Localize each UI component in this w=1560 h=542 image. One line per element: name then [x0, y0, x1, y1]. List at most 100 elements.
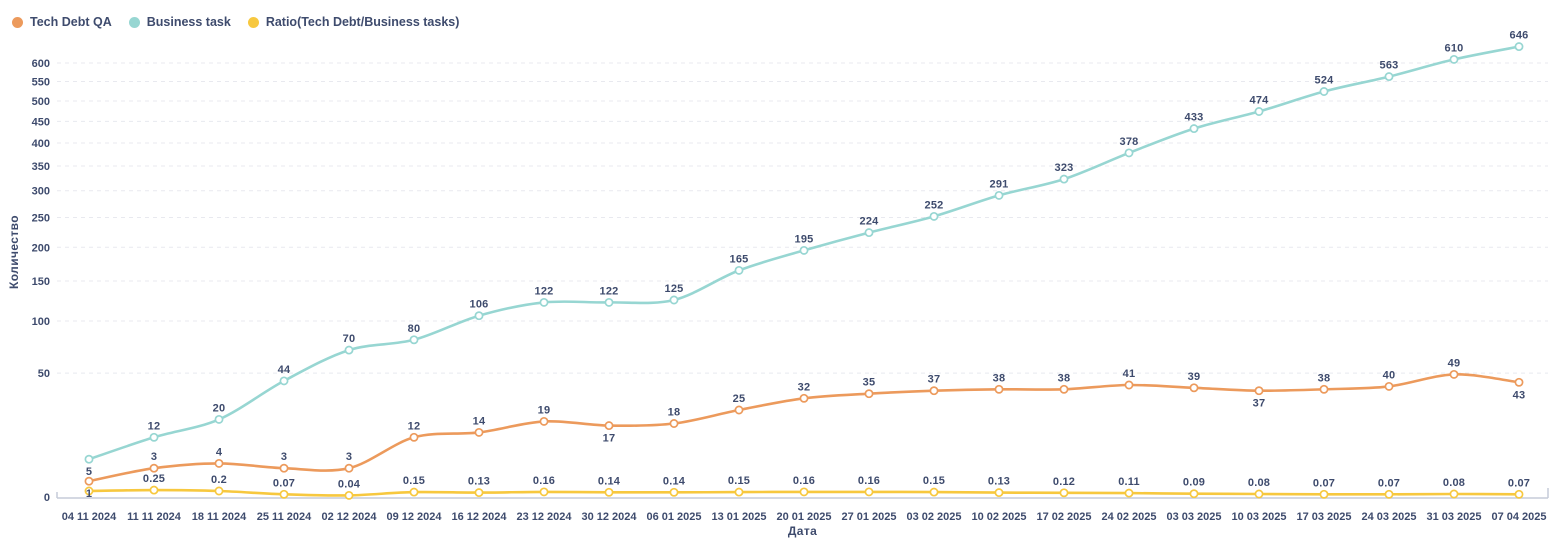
data-point-business-task[interactable] [929, 211, 939, 221]
data-label-tech-debt-qa: 25 [733, 393, 746, 405]
data-point-business-task[interactable] [864, 228, 874, 238]
x-tick-label: 07 04 2025 [1491, 511, 1546, 523]
data-point-business-task[interactable] [669, 295, 679, 305]
data-label-ratio: 0.13 [468, 476, 490, 488]
legend-item-ratio[interactable]: Ratio(Tech Debt/Business tasks) [247, 15, 460, 29]
data-point-ratio[interactable] [734, 487, 744, 497]
data-label-business-task: 122 [535, 285, 554, 297]
data-point-business-task[interactable] [604, 297, 614, 307]
data-label-tech-debt-qa: 49 [1448, 357, 1461, 369]
data-point-tech-debt-qa[interactable] [669, 419, 679, 428]
data-point-business-task[interactable] [149, 432, 159, 442]
x-tick-label: 13 01 2025 [711, 511, 766, 523]
data-point-tech-debt-qa[interactable] [1124, 380, 1134, 390]
data-point-business-task[interactable] [279, 376, 289, 386]
data-point-business-task[interactable] [1124, 148, 1134, 158]
data-point-ratio[interactable] [84, 486, 94, 496]
legend-item-business-task[interactable]: Business task [128, 15, 231, 29]
data-label-business-task: 474 [1250, 95, 1270, 107]
data-point-tech-debt-qa[interactable] [1449, 369, 1459, 379]
x-tick-label: 03 03 2025 [1166, 511, 1221, 523]
data-point-ratio[interactable] [1319, 489, 1329, 499]
data-point-business-task[interactable] [1189, 124, 1199, 134]
y-tick-label: 500 [32, 96, 50, 108]
x-tick-label: 17 03 2025 [1296, 511, 1351, 523]
data-point-ratio[interactable] [1124, 488, 1134, 498]
data-point-business-task[interactable] [1384, 72, 1394, 82]
data-label-tech-debt-qa: 18 [668, 407, 681, 419]
data-label-tech-debt-qa: 43 [1513, 389, 1526, 401]
x-axis-title: Дата [787, 524, 818, 538]
data-label-ratio: 0.15 [728, 475, 750, 487]
data-point-tech-debt-qa[interactable] [84, 476, 94, 486]
data-point-ratio[interactable] [1059, 488, 1069, 498]
data-point-ratio[interactable] [409, 487, 419, 497]
data-point-ratio[interactable] [474, 488, 484, 498]
data-point-ratio[interactable] [344, 490, 354, 500]
data-point-tech-debt-qa[interactable] [214, 458, 224, 468]
data-point-business-task[interactable] [1514, 42, 1524, 52]
data-point-ratio[interactable] [539, 487, 549, 497]
data-point-business-task[interactable] [799, 245, 809, 255]
data-label-business-task: 646 [1510, 30, 1529, 42]
data-point-tech-debt-qa[interactable] [1514, 377, 1524, 387]
data-point-tech-debt-qa[interactable] [994, 384, 1004, 394]
data-point-ratio[interactable] [799, 487, 809, 497]
y-tick-label: 0 [44, 492, 50, 504]
legend-item-tech-debt-qa[interactable]: Tech Debt QA [12, 15, 112, 29]
data-point-business-task[interactable] [734, 265, 744, 275]
data-point-tech-debt-qa[interactable] [539, 416, 549, 426]
data-point-business-task[interactable] [214, 414, 224, 424]
data-point-tech-debt-qa[interactable] [279, 463, 289, 473]
y-tick-label: 400 [32, 138, 50, 150]
data-point-tech-debt-qa[interactable] [1254, 386, 1264, 396]
data-point-ratio[interactable] [1189, 489, 1199, 499]
data-point-ratio[interactable] [1384, 489, 1394, 499]
data-point-tech-debt-qa[interactable] [344, 463, 354, 473]
x-tick-label: 30 12 2024 [581, 511, 637, 523]
data-point-tech-debt-qa[interactable] [149, 463, 159, 473]
data-point-tech-debt-qa[interactable] [929, 386, 939, 396]
data-point-ratio[interactable] [604, 487, 614, 497]
data-point-business-task[interactable] [1449, 54, 1459, 64]
data-point-tech-debt-qa[interactable] [734, 405, 744, 415]
x-tick-label: 10 03 2025 [1231, 511, 1286, 523]
data-label-ratio: 0.15 [403, 475, 425, 487]
data-point-tech-debt-qa[interactable] [1189, 383, 1199, 393]
data-label-tech-debt-qa: 40 [1383, 369, 1396, 381]
data-point-ratio[interactable] [1254, 489, 1264, 499]
data-point-tech-debt-qa[interactable] [474, 427, 484, 437]
data-point-business-task[interactable] [84, 454, 94, 464]
data-point-business-task[interactable] [1059, 174, 1069, 184]
data-point-business-task[interactable] [539, 297, 549, 307]
data-point-ratio[interactable] [279, 489, 289, 499]
data-point-ratio[interactable] [669, 487, 679, 497]
data-label-business-task: 252 [925, 199, 944, 211]
data-label-ratio: 0.13 [988, 476, 1010, 488]
legend: Tech Debt QA Business task Ratio(Tech De… [12, 15, 459, 29]
data-point-ratio[interactable] [214, 486, 224, 496]
data-point-tech-debt-qa[interactable] [799, 393, 809, 403]
data-point-ratio[interactable] [864, 487, 874, 497]
data-point-business-task[interactable] [474, 311, 484, 321]
legend-label-ratio: Ratio(Tech Debt/Business tasks) [265, 15, 460, 29]
data-point-tech-debt-qa[interactable] [604, 421, 614, 431]
data-point-business-task[interactable] [1319, 87, 1329, 96]
data-point-ratio[interactable] [929, 487, 939, 497]
data-point-tech-debt-qa[interactable] [1384, 381, 1394, 391]
data-point-business-task[interactable] [994, 190, 1004, 200]
data-label-ratio: 0.16 [858, 475, 880, 487]
legend-swatch-business-icon [128, 16, 140, 28]
data-point-tech-debt-qa[interactable] [1319, 384, 1329, 394]
data-point-business-task[interactable] [409, 335, 419, 345]
data-point-ratio[interactable] [994, 488, 1004, 498]
data-point-business-task[interactable] [1254, 107, 1264, 116]
data-point-ratio[interactable] [149, 485, 159, 495]
data-point-tech-debt-qa[interactable] [1059, 384, 1069, 394]
data-point-ratio[interactable] [1449, 489, 1459, 499]
data-point-tech-debt-qa[interactable] [409, 432, 419, 442]
data-point-tech-debt-qa[interactable] [864, 389, 874, 399]
data-point-business-task[interactable] [344, 345, 354, 355]
data-point-ratio[interactable] [1514, 489, 1524, 499]
